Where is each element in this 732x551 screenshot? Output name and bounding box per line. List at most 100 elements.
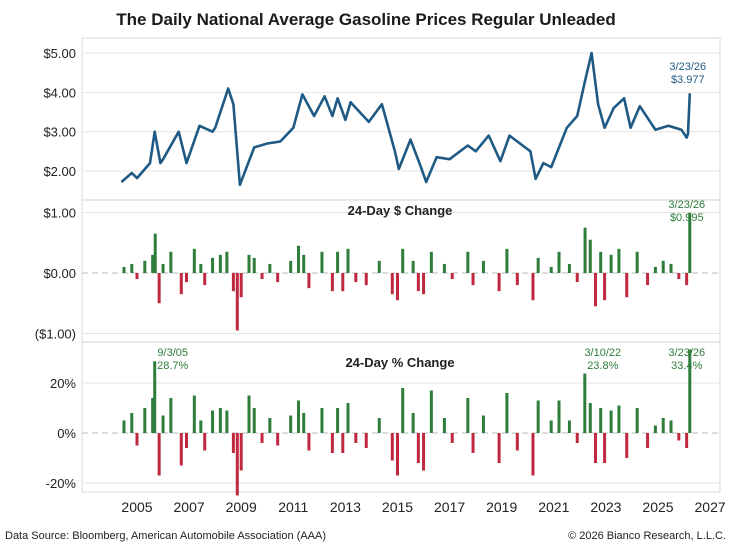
negative-bar <box>625 433 629 458</box>
negative-bar <box>364 273 368 286</box>
positive-bar <box>599 408 603 433</box>
positive-bar <box>199 263 203 273</box>
positive-bar <box>297 400 301 433</box>
positive-bar <box>411 413 415 433</box>
negative-bar <box>307 273 311 289</box>
positive-bar <box>336 251 340 273</box>
negative-bar <box>603 433 607 463</box>
negative-bar <box>239 433 243 471</box>
positive-bar <box>153 233 157 273</box>
negative-bar <box>354 433 358 443</box>
positive-bar <box>130 413 134 433</box>
panel-title: 24-Day % Change <box>345 355 454 370</box>
annotation-date: 3/23/26 <box>669 61 706 73</box>
positive-bar <box>429 251 433 273</box>
positive-bar <box>336 408 340 433</box>
positive-bar <box>247 395 251 433</box>
positive-bar <box>567 420 571 433</box>
positive-bar <box>377 260 381 273</box>
y-tick-label: ($1.00) <box>35 327 76 342</box>
positive-bar <box>481 415 485 433</box>
data-source: Data Source: Bloomberg, American Automob… <box>5 530 326 542</box>
positive-bar <box>635 408 639 433</box>
negative-bar <box>239 273 243 298</box>
positive-bar <box>143 260 147 273</box>
negative-bar <box>416 433 420 463</box>
positive-bar <box>617 405 621 433</box>
negative-bar <box>235 273 239 331</box>
positive-bar <box>669 263 673 273</box>
annotation-date: 3/23/26 <box>668 199 705 211</box>
annotation-date: 3/10/22 <box>584 347 621 359</box>
negative-bar <box>422 433 426 471</box>
negative-bar <box>184 433 188 448</box>
negative-bar <box>157 273 161 304</box>
positive-bar <box>583 373 587 433</box>
y-tick-label: $2.00 <box>43 164 76 179</box>
positive-bar <box>411 260 415 273</box>
plot-frame <box>81 37 721 493</box>
y-tick-label: $4.00 <box>43 85 76 100</box>
positive-bar <box>549 266 553 273</box>
x-tick-label: 2027 <box>695 499 726 515</box>
positive-bar <box>199 420 203 433</box>
positive-bar <box>320 251 324 273</box>
negative-bar <box>330 433 334 453</box>
positive-bar <box>161 263 165 273</box>
positive-bar <box>557 400 561 433</box>
x-tick-label: 2017 <box>434 499 465 515</box>
positive-bar <box>401 248 405 273</box>
positive-bar <box>377 418 381 433</box>
negative-bar <box>135 273 139 280</box>
positive-bar <box>588 239 592 273</box>
positive-bar <box>567 263 571 273</box>
positive-bar <box>247 254 251 273</box>
positive-bar <box>320 408 324 433</box>
x-tick-label: 2013 <box>330 499 361 515</box>
positive-bar <box>688 349 692 433</box>
negative-bar <box>603 273 607 301</box>
positive-bar <box>122 266 126 273</box>
positive-bar <box>122 420 126 433</box>
negative-bar <box>471 273 475 286</box>
positive-bar <box>143 408 147 433</box>
annotation-value: $0.995 <box>670 212 704 224</box>
positive-bar <box>218 408 222 433</box>
annotation-value: $3.977 <box>671 74 705 86</box>
positive-bar <box>169 398 173 433</box>
negative-bar <box>422 273 426 295</box>
positive-bar <box>302 254 306 273</box>
positive-bar <box>252 257 256 273</box>
negative-bar <box>307 433 311 451</box>
negative-bar <box>531 433 535 476</box>
panel-title: 24-Day $ Change <box>348 203 453 218</box>
positive-bar <box>130 263 134 273</box>
negative-bar <box>646 433 650 448</box>
positive-bar <box>218 254 222 273</box>
positive-bar <box>297 245 301 273</box>
x-tick-label: 2009 <box>226 499 257 515</box>
negative-bar <box>390 273 394 295</box>
negative-bar <box>685 273 689 286</box>
positive-bar <box>151 254 155 273</box>
positive-bar <box>225 410 229 433</box>
positive-bar <box>401 388 405 433</box>
positive-bar <box>211 410 215 433</box>
positive-bar <box>583 227 587 273</box>
copyright: © 2026 Bianco Research, L.L.C. <box>568 530 726 542</box>
negative-bar <box>179 273 183 295</box>
negative-bar <box>515 273 519 286</box>
positive-bar <box>153 361 157 433</box>
annotation-value: 33.4% <box>671 360 702 372</box>
positive-bar <box>505 393 509 433</box>
negative-bar <box>276 433 280 446</box>
negative-bar <box>235 433 239 496</box>
negative-bar <box>450 273 454 280</box>
positive-bar <box>211 257 215 273</box>
annotation-date: 9/3/05 <box>157 347 188 359</box>
negative-bar <box>396 433 399 476</box>
negative-bar <box>575 433 579 443</box>
positive-bar <box>192 395 196 433</box>
positive-bar <box>481 260 485 273</box>
